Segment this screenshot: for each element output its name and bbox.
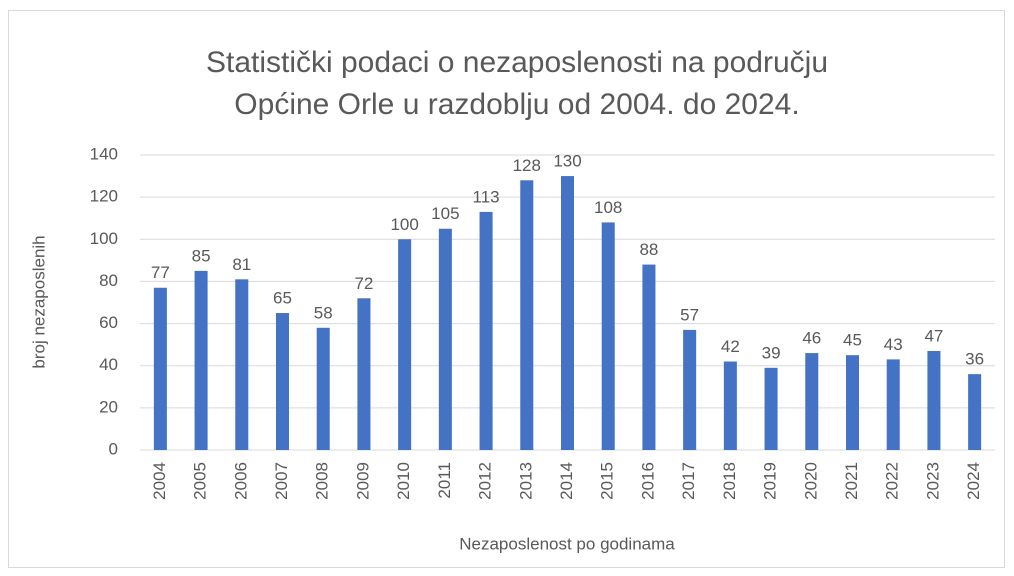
data-label: 81 [232, 255, 251, 274]
data-label: 46 [802, 329, 821, 348]
x-axis-label: Nezaposlenost po godinama [459, 534, 675, 553]
chart-title: Općine Orle u razdoblju od 2004. do 2024… [234, 88, 799, 121]
x-tick-label: 2018 [720, 462, 739, 500]
bar [886, 359, 900, 450]
chart-title: Statistički podaci o nezaposlenosti na p… [206, 46, 828, 79]
data-label: 36 [965, 350, 984, 369]
x-tick-label: 2019 [761, 462, 780, 500]
bar [968, 374, 982, 450]
bar [601, 222, 615, 450]
y-tick-label: 80 [99, 271, 118, 290]
bar [398, 239, 412, 450]
data-label: 85 [192, 246, 211, 265]
bar [683, 329, 697, 450]
x-tick-label: 2011 [435, 462, 454, 499]
x-tick-label: 2006 [231, 462, 250, 500]
data-label: 77 [151, 263, 170, 282]
data-label: 57 [680, 305, 699, 324]
x-tick-label: 2007 [272, 462, 291, 500]
bar [275, 313, 290, 450]
y-tick-label: 120 [90, 187, 118, 206]
y-tick-label: 100 [90, 229, 118, 248]
x-tick-label: 2022 [883, 462, 902, 500]
data-label: 128 [513, 156, 541, 175]
x-tick-label: 2009 [353, 462, 372, 500]
data-label: 45 [843, 331, 862, 350]
bar [764, 367, 778, 450]
bar [316, 327, 330, 450]
data-label: 105 [431, 204, 459, 223]
y-tick-label: 60 [99, 313, 118, 332]
x-tick-label: 2005 [191, 462, 210, 500]
x-tick-label: 2021 [842, 462, 861, 500]
data-label: 43 [884, 335, 903, 354]
data-label: 130 [553, 152, 581, 171]
data-label: 88 [639, 240, 658, 259]
y-tick-label: 20 [99, 397, 118, 416]
bar [805, 353, 819, 450]
data-label: 47 [924, 326, 943, 345]
data-label: 42 [721, 337, 740, 356]
bar [723, 361, 737, 450]
bar [927, 350, 941, 450]
x-tick-label: 2023 [923, 462, 942, 500]
data-label: 65 [273, 289, 292, 308]
chart-border [8, 10, 1005, 568]
bar [438, 228, 452, 450]
bar [560, 176, 575, 451]
x-tick-label: 2016 [638, 462, 657, 500]
x-tick-label: 2012 [476, 462, 495, 500]
bar [845, 355, 860, 450]
x-tick-label: 2010 [394, 462, 413, 500]
bar [153, 287, 167, 450]
data-label: 72 [354, 274, 373, 293]
x-tick-label: 2017 [679, 462, 698, 500]
bar [479, 211, 493, 450]
y-tick-label: 140 [90, 144, 118, 163]
bar [520, 180, 534, 451]
y-tick-label: 40 [99, 355, 118, 374]
x-tick-label: 2015 [598, 462, 617, 500]
data-label: 39 [762, 343, 781, 362]
data-label: 58 [314, 303, 333, 322]
x-tick-label: 2008 [313, 462, 332, 500]
data-label: 108 [594, 198, 622, 217]
bar [357, 298, 371, 450]
bar [235, 279, 249, 450]
x-tick-label: 2024 [964, 462, 983, 500]
x-tick-label: 2020 [801, 462, 820, 500]
data-label: 100 [390, 215, 418, 234]
bar [642, 264, 656, 450]
x-tick-label: 2013 [516, 462, 535, 500]
x-tick-label: 2004 [150, 462, 169, 500]
y-tick-label: 0 [109, 439, 118, 458]
bar [194, 270, 208, 450]
y-axis-label: broj nezaposlenih [29, 235, 48, 368]
data-label: 113 [473, 187, 500, 206]
x-tick-label: 2014 [557, 462, 576, 500]
